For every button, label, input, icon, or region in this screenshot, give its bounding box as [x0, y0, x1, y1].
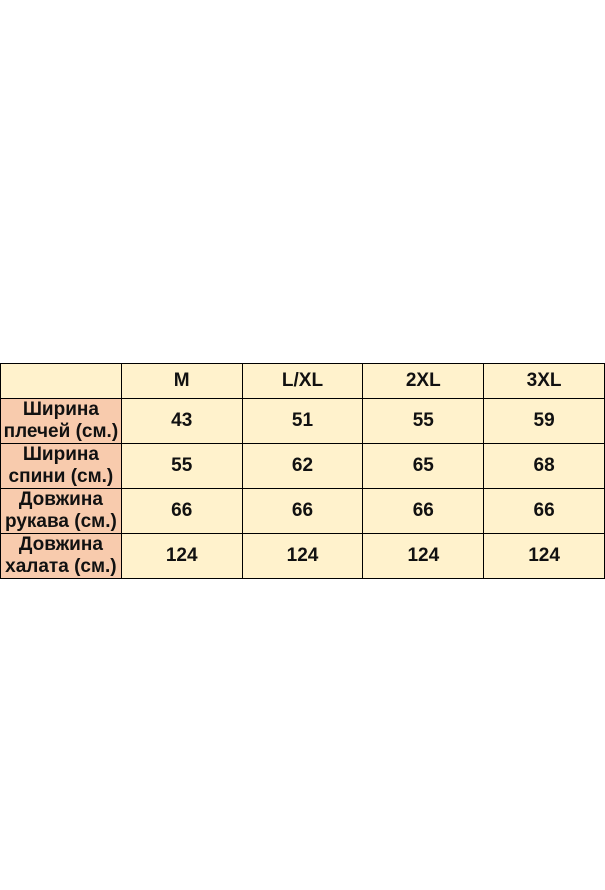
measure-row: Ширина плечей (см.) 43 51 55 59 — [0, 398, 605, 444]
measure-value: 59 — [483, 398, 605, 444]
size-table: M L/XL 2XL 3XL Ширина плечей (см.) 43 51 55 59 Ши… — [0, 363, 605, 579]
measure-row: Довжина рукава (см.) 66 66 66 66 — [0, 488, 605, 534]
measure-value: 51 — [241, 398, 364, 444]
measure-value: 65 — [362, 443, 485, 489]
measure-label: Довжина рукава (см.) — [0, 488, 122, 534]
measure-value: 62 — [241, 443, 364, 489]
measure-value: 124 — [483, 533, 605, 579]
measure-label: Ширина спини (см.) — [0, 443, 122, 489]
measure-value: 55 — [120, 443, 243, 489]
measure-value: 43 — [120, 398, 243, 444]
size-header: 3XL — [483, 363, 605, 399]
measure-value: 66 — [362, 488, 485, 534]
measure-value: 124 — [241, 533, 364, 579]
measure-value: 68 — [483, 443, 605, 489]
header-row: M L/XL 2XL 3XL — [0, 363, 605, 399]
measure-value: 66 — [120, 488, 243, 534]
measure-value: 55 — [362, 398, 485, 444]
measure-value: 66 — [241, 488, 364, 534]
size-header: L/XL — [241, 363, 364, 399]
size-header: 2XL — [362, 363, 485, 399]
corner-cell — [0, 363, 122, 399]
measure-label: Довжина халата (см.) — [0, 533, 122, 579]
measure-row: Довжина халата (см.) 124 124 124 124 — [0, 533, 605, 579]
measure-value: 124 — [362, 533, 485, 579]
size-header: M — [120, 363, 243, 399]
measure-label: Ширина плечей (см.) — [0, 398, 122, 444]
measure-row: Ширина спини (см.) 55 62 65 68 — [0, 443, 605, 489]
table-body: M L/XL 2XL 3XL Ширина плечей (см.) 43 51 55 59 Ши… — [0, 363, 605, 579]
measure-value: 66 — [483, 488, 605, 534]
measure-value: 124 — [120, 533, 243, 579]
